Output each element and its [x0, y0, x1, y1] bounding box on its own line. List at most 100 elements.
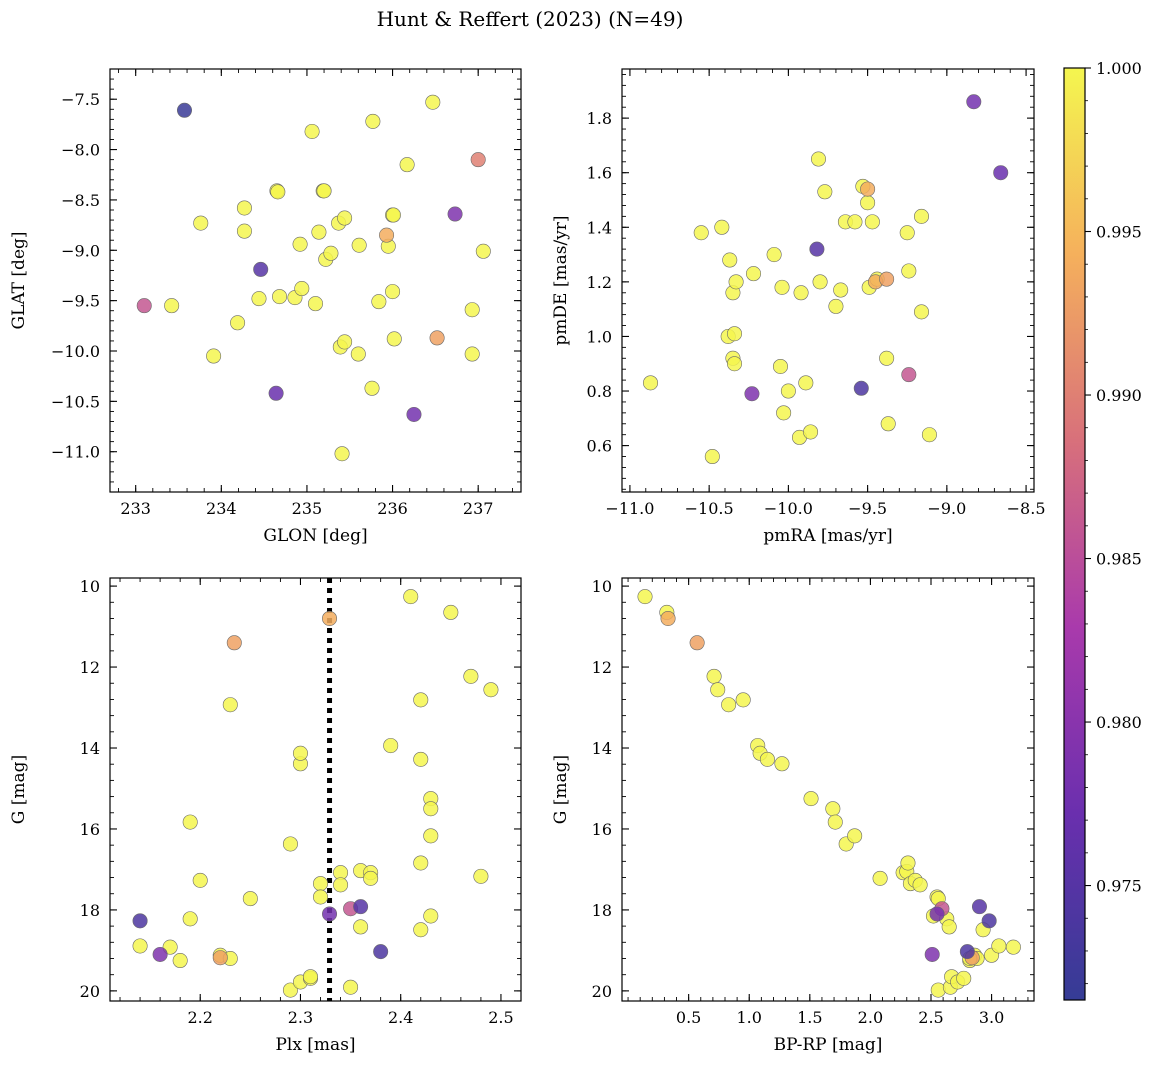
data-point	[292, 236, 308, 252]
x-tick-label: 2.5	[488, 1008, 513, 1027]
data-point	[292, 745, 308, 761]
data-point	[464, 346, 480, 362]
data-point	[774, 279, 790, 295]
data-point	[270, 184, 286, 200]
data-point	[337, 334, 353, 350]
data-point	[766, 247, 782, 263]
data-point	[971, 899, 987, 915]
data-point	[833, 282, 849, 298]
y-tick-label: 20	[592, 982, 612, 1001]
data-point	[901, 263, 917, 279]
data-point	[727, 326, 743, 342]
data-point	[929, 906, 945, 922]
x-tick-label: 235	[292, 499, 323, 518]
data-point	[371, 294, 387, 310]
data-point	[447, 206, 463, 222]
data-point	[423, 828, 439, 844]
data-point	[722, 252, 738, 268]
x-tick-label: 2.3	[288, 1008, 313, 1027]
data-point	[337, 210, 353, 226]
data-point	[860, 181, 876, 197]
data-point	[879, 350, 895, 366]
y-tick-label: 10	[592, 577, 612, 596]
data-point	[316, 183, 332, 199]
data-point	[924, 946, 940, 962]
figure-title: Hunt & Reffert (2023) (N=49)	[377, 7, 684, 31]
data-point	[812, 274, 828, 290]
y-axis-label: G [mag]	[551, 755, 571, 824]
data-point	[803, 791, 819, 807]
data-point	[853, 380, 869, 396]
data-point	[864, 214, 880, 230]
data-point	[343, 979, 359, 995]
data-point	[470, 152, 486, 168]
data-point	[879, 271, 895, 287]
data-point	[333, 877, 349, 893]
y-tick-label: 16	[80, 820, 100, 839]
x-tick-label: 234	[206, 499, 237, 518]
data-point	[744, 386, 760, 402]
x-tick-label: −10.5	[685, 499, 734, 518]
y-tick-label: 1.4	[587, 218, 612, 237]
data-point	[222, 697, 238, 713]
data-point	[710, 682, 726, 698]
data-point	[351, 237, 367, 253]
data-point	[727, 356, 743, 372]
x-tick-label: 1.0	[737, 1008, 762, 1027]
data-point	[350, 346, 366, 362]
data-point	[746, 266, 762, 282]
data-point	[660, 610, 676, 626]
data-point	[913, 208, 929, 224]
data-point	[236, 200, 252, 216]
data-point	[429, 330, 445, 346]
data-point	[206, 348, 222, 364]
y-axis-label: G [mag]	[9, 755, 29, 824]
data-point	[132, 913, 148, 929]
data-point	[993, 165, 1009, 181]
x-axis-label: GLON [deg]	[263, 526, 367, 546]
data-point	[251, 291, 267, 307]
data-point	[176, 102, 192, 118]
x-tick-label: −10.0	[764, 499, 813, 518]
data-point	[706, 668, 722, 684]
x-tick-label: 1.5	[797, 1008, 822, 1027]
scatter-points	[136, 94, 491, 462]
x-axis-label: BP-RP [mag]	[774, 1035, 883, 1055]
data-point	[322, 906, 338, 922]
data-point	[959, 944, 975, 960]
y-tick-label: 18	[80, 901, 100, 920]
data-point	[817, 184, 833, 200]
data-point	[193, 215, 209, 231]
scatter-panel-4: 0.5 1.0 1.5 2.0 2.5 3.0 10 12 14 16 18 20 BP-RP [mag…	[551, 577, 1035, 1055]
data-point	[413, 922, 429, 938]
scatter-points	[643, 94, 1009, 465]
scatter-panel-1: 233 234 235 236 237 −7.5 −8.0 −8.5 −9.0 −9.5 −10.0…	[9, 68, 522, 546]
y-tick-label: 16	[592, 820, 612, 839]
data-point	[304, 123, 320, 139]
data-point	[827, 814, 843, 830]
data-point	[941, 919, 957, 935]
data-point	[798, 375, 814, 391]
colorbar-tick-label: 0.995	[1096, 223, 1142, 242]
data-point	[704, 449, 720, 465]
data-point	[353, 899, 369, 915]
data-point	[872, 870, 888, 886]
data-point	[192, 872, 208, 888]
scatter-points	[132, 578, 499, 1001]
y-tick-label: 18	[592, 901, 612, 920]
y-tick-label: −9.0	[61, 241, 100, 260]
data-point	[637, 589, 653, 605]
y-tick-label: −8.5	[61, 191, 100, 210]
data-point	[880, 416, 896, 432]
colorbar-tick-label: 0.985	[1096, 550, 1142, 569]
x-tick-label: 2.2	[187, 1008, 212, 1027]
data-point	[473, 868, 489, 884]
y-tick-label: 1.8	[587, 109, 612, 128]
data-point	[383, 738, 399, 754]
y-tick-label: −11.0	[51, 443, 100, 462]
y-tick-label: −9.5	[61, 292, 100, 311]
data-point	[475, 243, 491, 259]
colorbar-tick-label: 0.990	[1096, 386, 1142, 405]
y-tick-label: 10	[80, 577, 100, 596]
